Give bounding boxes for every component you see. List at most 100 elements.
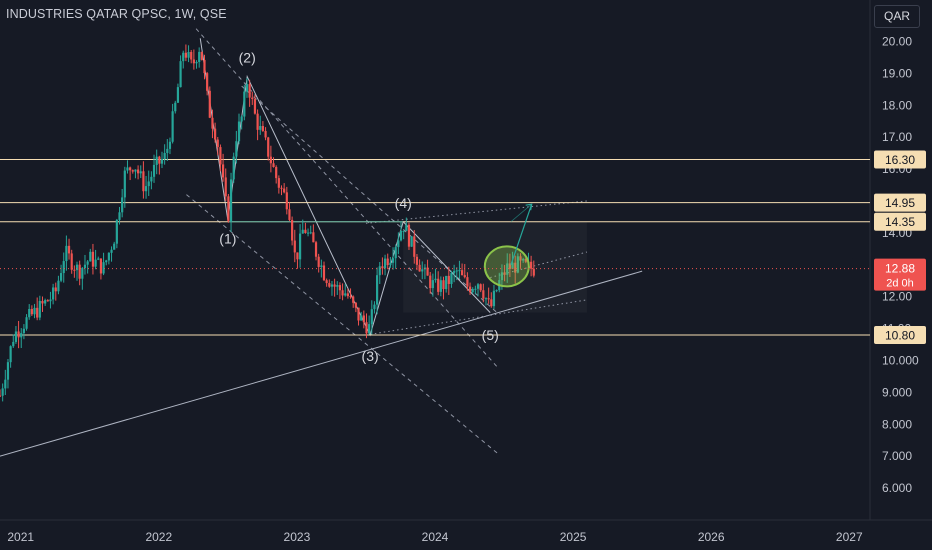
breakout-circle: [483, 245, 530, 288]
candle-body: [508, 263, 511, 269]
candle-body: [62, 261, 65, 274]
candle-body: [506, 263, 509, 275]
candle-body: [357, 307, 360, 321]
wave-label: (4): [395, 195, 412, 211]
candle-body: [198, 51, 201, 62]
candle-body: [155, 156, 158, 165]
candle-body: [102, 262, 105, 274]
candle-body: [346, 293, 349, 297]
y-tick-label: 20.00: [882, 34, 912, 48]
candle-body: [0, 395, 2, 397]
candle-body: [383, 258, 387, 269]
candle-body: [182, 52, 185, 62]
level-label: 10.80: [885, 328, 915, 342]
candle-body: [211, 117, 214, 129]
candle-body: [259, 126, 262, 130]
candle-body: [285, 192, 288, 210]
x-tick-label: 2021: [7, 530, 34, 544]
candle-body: [277, 178, 280, 188]
y-tick-label: 18.00: [882, 98, 912, 112]
candle-body: [256, 113, 259, 130]
candle-body: [97, 258, 100, 260]
candle-body: [495, 290, 498, 292]
x-tick-label: 2025: [560, 530, 587, 544]
candle-body: [352, 296, 355, 303]
y-tick-label: 10.000: [882, 353, 919, 367]
candle-body: [362, 315, 365, 323]
candle-body: [325, 280, 328, 284]
candle-body: [73, 269, 76, 271]
y-tick-label: 12.00: [882, 290, 912, 304]
candle-body: [136, 169, 140, 174]
candle-body: [322, 265, 326, 281]
candle-body: [240, 116, 243, 122]
candle-body: [237, 121, 241, 142]
candle-body: [152, 164, 156, 177]
wedge-inner-line: [490, 251, 588, 279]
wave-label: (5): [482, 327, 499, 343]
candle-body: [317, 256, 320, 267]
candle-body: [227, 196, 230, 222]
x-tick-label: 2023: [284, 530, 311, 544]
candle-body: [107, 252, 110, 261]
candle-body: [458, 270, 461, 272]
candle-body: [468, 286, 472, 293]
candle-body: [511, 262, 514, 269]
candle-body: [410, 236, 413, 247]
currency-button[interactable]: QAR: [874, 5, 920, 28]
candle-body: [200, 51, 203, 60]
candle-body: [253, 99, 257, 114]
candle-body: [168, 141, 172, 149]
candle-body: [490, 299, 493, 307]
candle-body: [429, 275, 432, 289]
candle-body: [381, 266, 384, 269]
y-tick-label: 7.000: [882, 449, 912, 463]
candle-body: [105, 260, 108, 263]
candle-body: [368, 324, 371, 334]
candle-body: [298, 233, 302, 260]
candle-body: [492, 290, 496, 307]
candle-body: [67, 245, 71, 254]
candle-body: [314, 242, 318, 257]
channel-lower-line: [186, 194, 498, 454]
candle-body: [91, 251, 95, 267]
candle-body: [336, 285, 339, 287]
candle-body: [203, 59, 206, 74]
candle-body: [57, 280, 60, 292]
candle-body: [391, 258, 395, 263]
candle-body: [166, 148, 169, 153]
candle-body: [479, 284, 482, 291]
candle-body: [30, 309, 33, 315]
candle-body: [447, 275, 450, 284]
candle-body: [516, 256, 519, 273]
candle-body: [405, 224, 408, 231]
candle-body: [81, 268, 84, 279]
candle-body: [341, 290, 344, 296]
candle-body: [463, 275, 466, 278]
candle-body: [500, 272, 504, 281]
candle-body: [283, 188, 286, 193]
candle-body: [330, 284, 334, 287]
rising-support-line: [0, 270, 643, 457]
candle-body: [304, 229, 307, 233]
candle-body: [99, 258, 103, 274]
candle-body: [514, 262, 517, 273]
projection-tie-line: [510, 203, 532, 223]
candle-body: [251, 97, 254, 100]
candle-body: [9, 346, 12, 363]
candle-body: [378, 266, 381, 276]
candle-body: [333, 284, 336, 287]
candle-body: [86, 261, 89, 265]
candle-body: [344, 293, 347, 296]
level-label-box: [874, 325, 926, 344]
candle-body: [41, 300, 44, 304]
x-tick-label: 2022: [145, 530, 172, 544]
candle-body: [431, 280, 434, 289]
candle-body: [306, 232, 310, 234]
candle-body: [261, 126, 265, 131]
countdown-label: 2d 0h: [886, 278, 914, 290]
candle-body: [94, 259, 97, 267]
x-tick-label: 2026: [698, 530, 725, 544]
candle-body: [293, 240, 296, 253]
